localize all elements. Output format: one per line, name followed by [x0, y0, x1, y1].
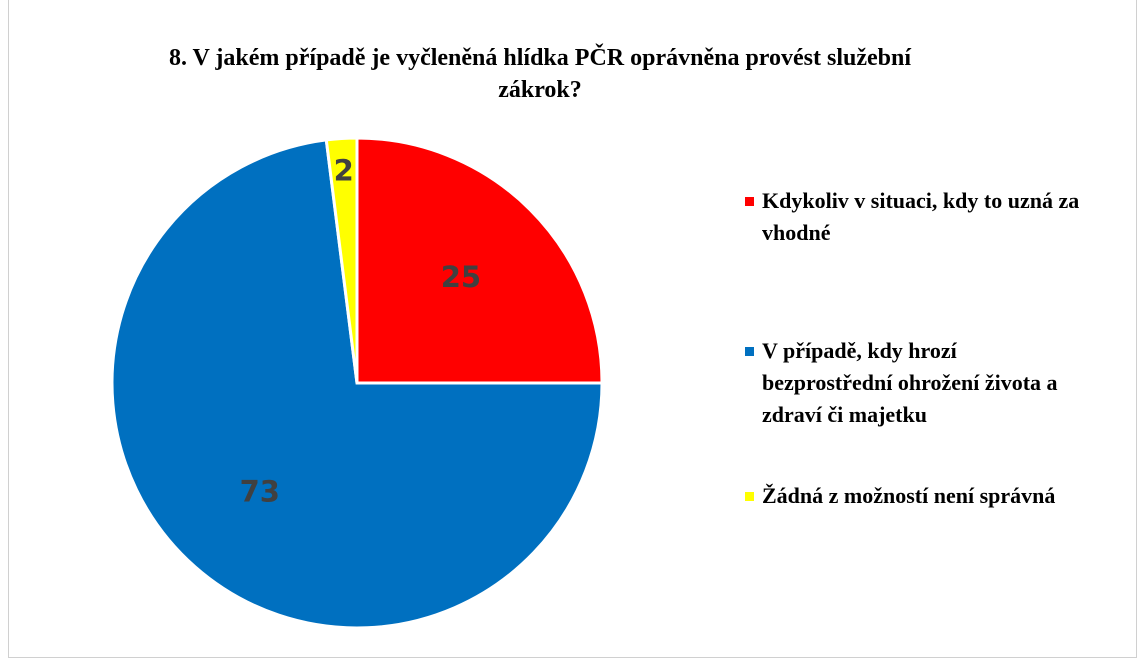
pie-slice [324, 136, 359, 384]
legend-swatch [745, 197, 754, 206]
legend-label: Kdykoliv v situaci, kdy to uzná za vhodn… [762, 188, 1080, 245]
legend-entry: Kdykoliv v situaci, kdy to uzná za vhodn… [745, 185, 1090, 249]
data-label: 73 [240, 474, 280, 508]
legend-label: V případě, kdy hrozí bezprostřední ohrož… [762, 338, 1058, 427]
legend-label: Žádná z možností není správná [762, 483, 1056, 508]
legend-swatch [745, 347, 754, 356]
data-label: 2 [334, 154, 354, 188]
pie-slice [355, 136, 604, 385]
legend-entry: Žádná z možností není správná [745, 480, 1090, 512]
legend-swatch [745, 492, 754, 501]
data-label: 25 [441, 260, 481, 294]
legend-entry: V případě, kdy hrozí bezprostřední ohrož… [745, 335, 1090, 431]
chart-title: 8. V jakém případě je vyčleněná hlídka P… [168, 45, 912, 103]
pie-slice [110, 138, 604, 630]
